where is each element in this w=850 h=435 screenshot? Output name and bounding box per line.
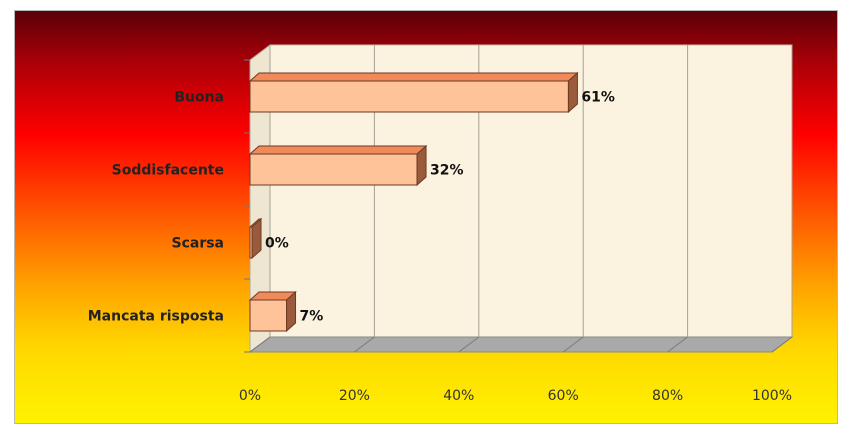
bar-side: [286, 290, 297, 333]
bar-mancata-risposta: [248, 290, 297, 333]
floor-gridline: [667, 336, 688, 353]
bar-front: [249, 80, 569, 113]
category-label: Soddisfacente: [112, 163, 224, 179]
plot-floor: [248, 336, 794, 353]
category-label: Buona: [174, 90, 224, 106]
floor-gridline: [458, 336, 480, 353]
bar-soddisfacente: [248, 144, 428, 187]
floor-gridline: [249, 336, 271, 353]
bar-buona: [248, 71, 579, 114]
data-label: 61%: [581, 90, 615, 106]
data-label: 32%: [430, 163, 464, 179]
bar-top: [248, 72, 579, 82]
x-tick-label: 40%: [443, 388, 474, 404]
x-tick-label: 100%: [752, 388, 792, 404]
data-label: 0%: [265, 236, 289, 252]
x-tick-label: 80%: [652, 388, 683, 404]
category-label: Mancata risposta: [88, 309, 224, 325]
bar-side: [416, 144, 427, 187]
data-label: 7%: [300, 309, 324, 325]
floor-gridline: [562, 336, 584, 353]
x-tick-label: 0%: [239, 388, 261, 404]
bar-scarsa: [248, 217, 263, 260]
bar-top: [248, 145, 428, 155]
floor-gridline: [771, 336, 793, 353]
x-tick-label: 60%: [548, 388, 579, 404]
bar-front: [249, 299, 288, 332]
x-tick-label: 20%: [339, 388, 370, 404]
bar-side: [567, 71, 578, 114]
bar-front: [249, 153, 418, 186]
floor-gridline: [354, 336, 375, 353]
bar-side: [251, 217, 262, 260]
category-label: Scarsa: [171, 236, 224, 252]
